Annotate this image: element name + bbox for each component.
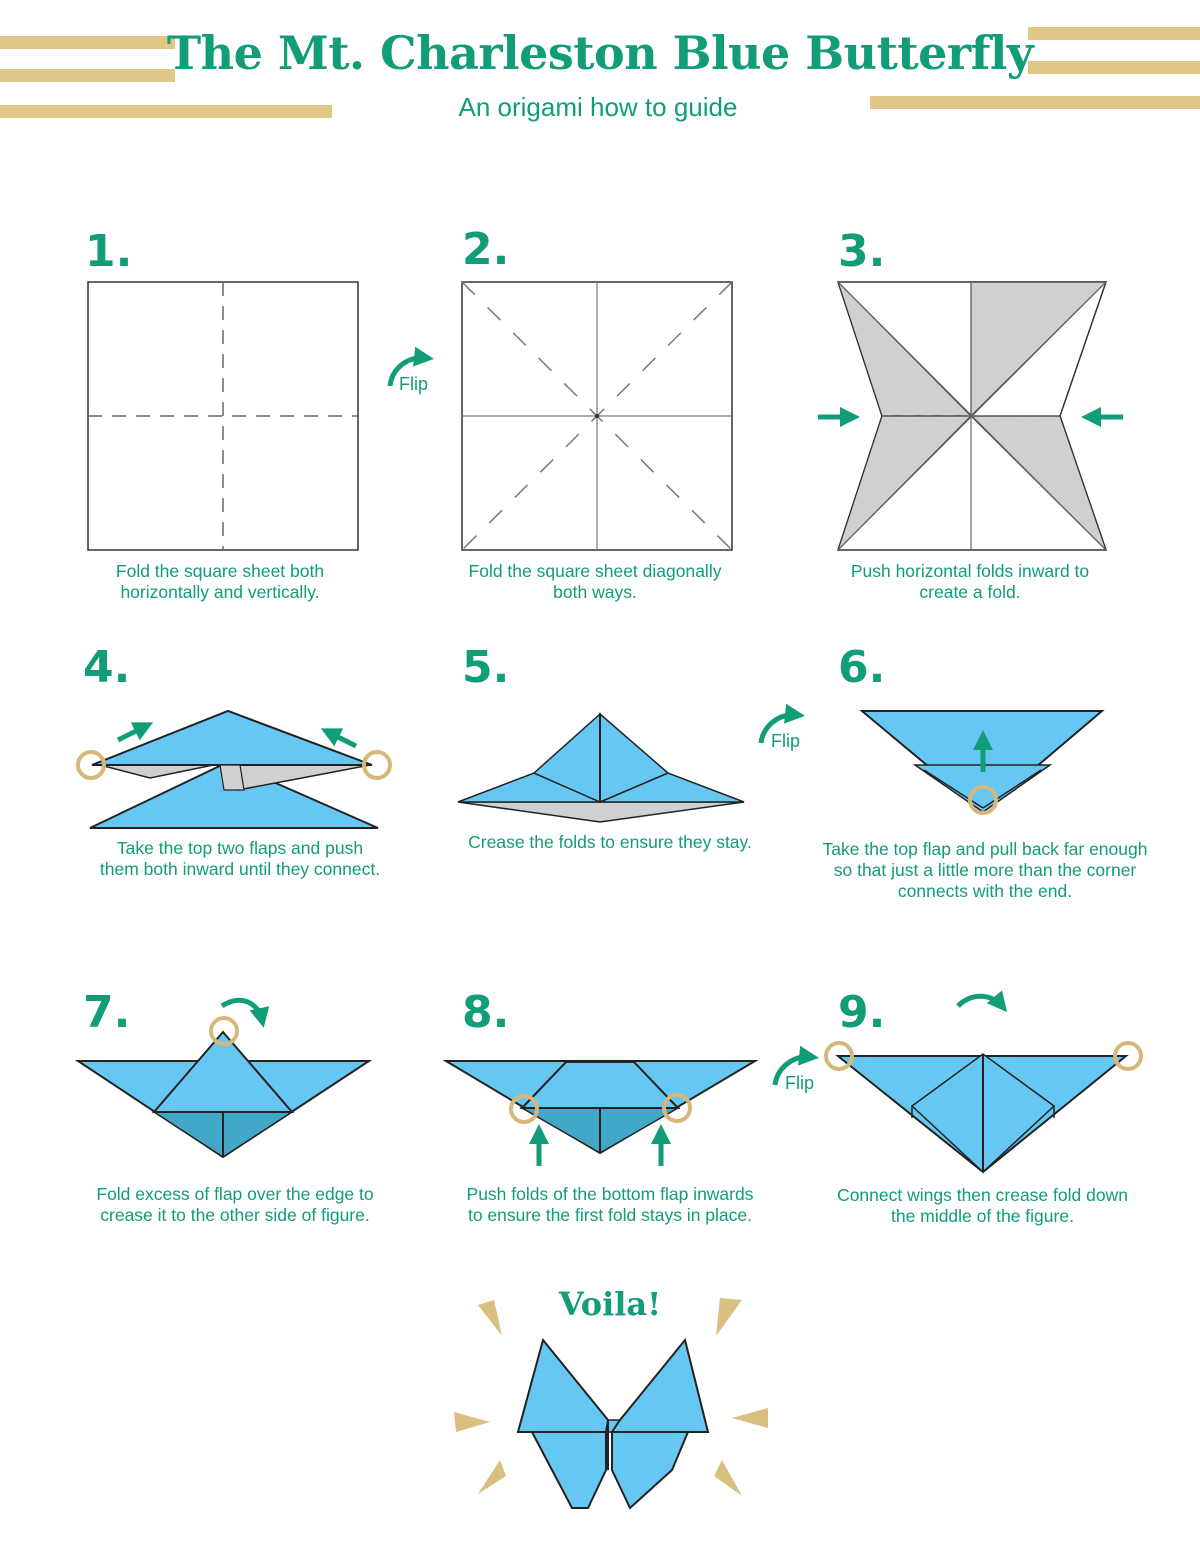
voila-label: Voila!	[558, 1285, 662, 1323]
sparkle-triangle-icon	[454, 1412, 490, 1432]
step-8-caption: Push folds of the bottom flap inwards to…	[466, 1184, 754, 1225]
step-2-caption: Fold the square sheet diagonally both wa…	[468, 561, 722, 602]
highlight-circle-icon	[968, 785, 998, 815]
curved-arrow-icon	[387, 346, 434, 387]
step-9-diagram	[824, 990, 1143, 1174]
step-7-caption: Fold excess of flap over the edge to cre…	[96, 1184, 374, 1225]
step-8-diagram	[442, 1060, 759, 1166]
step-6-number: 6.	[838, 642, 886, 693]
flip-label-3: Flip	[785, 1073, 815, 1093]
flip-label-1: Flip	[399, 374, 429, 394]
step-7-diagram	[74, 997, 373, 1159]
highlight-circle-icon	[509, 1094, 539, 1124]
highlight-circle-icon	[662, 1093, 692, 1123]
step-1-diagram	[87, 281, 359, 551]
step-5-diagram	[457, 712, 745, 823]
step-2-diagram	[461, 281, 733, 551]
curved-arrow-icon	[758, 703, 805, 744]
step-1-number: 1.	[85, 226, 133, 277]
curved-arrow-icon	[956, 990, 1008, 1013]
step-5-number: 5.	[462, 642, 510, 693]
step-9-caption: Connect wings then crease fold down the …	[837, 1185, 1128, 1226]
step-7-number: 7.	[83, 987, 131, 1038]
highlight-circle-icon	[209, 1016, 239, 1046]
sparkle-triangle-icon	[478, 1300, 502, 1336]
step-8-number: 8.	[462, 987, 510, 1038]
header-stripe-right-3	[870, 96, 1200, 109]
highlight-circle-icon	[824, 1041, 854, 1071]
step-6-diagram	[859, 710, 1105, 815]
page-subtitle: An origami how to guide	[458, 92, 738, 122]
step-3-caption: Push horizontal folds inward to create a…	[850, 561, 1090, 602]
header-stripe-left-2	[0, 69, 175, 82]
header-stripe-right-2	[1028, 61, 1200, 74]
butterfly-diagram	[454, 1298, 768, 1510]
sparkle-triangle-icon	[732, 1408, 768, 1428]
step-6-caption: Take the top flap and pull back far enou…	[822, 839, 1148, 901]
page-title: The Mt. Charleston Blue Butterfly	[166, 26, 1034, 80]
header-stripe-right-1	[1028, 27, 1200, 40]
sparkle-triangle-icon	[478, 1460, 506, 1494]
sparkle-triangle-icon	[716, 1298, 742, 1336]
curved-arrow-icon	[772, 1045, 819, 1086]
step-4-diagram	[76, 709, 392, 829]
step-1-caption: Fold the square sheet both horizontally …	[115, 561, 325, 602]
header-stripe-left-3	[0, 105, 332, 118]
highlight-circle-icon	[76, 750, 106, 780]
step-4-number: 4.	[83, 642, 131, 693]
straight-arrow-icon	[116, 722, 154, 743]
straight-arrow-icon	[320, 728, 358, 749]
step-3-diagram	[818, 281, 1123, 551]
highlight-circle-icon	[362, 750, 392, 780]
step-3-number: 3.	[838, 226, 886, 277]
curved-arrow-icon	[220, 997, 270, 1028]
highlight-circle-icon	[1113, 1041, 1143, 1071]
step-9-number: 9.	[838, 987, 886, 1038]
flip-label-2: Flip	[771, 731, 801, 751]
step-5-caption: Crease the folds to ensure they stay.	[468, 832, 752, 852]
header-stripe-left-1	[0, 36, 175, 49]
step-2-number: 2.	[462, 224, 510, 275]
sparkle-triangle-icon	[714, 1460, 742, 1496]
step-4-caption: Take the top two flaps and push them bot…	[99, 838, 381, 879]
